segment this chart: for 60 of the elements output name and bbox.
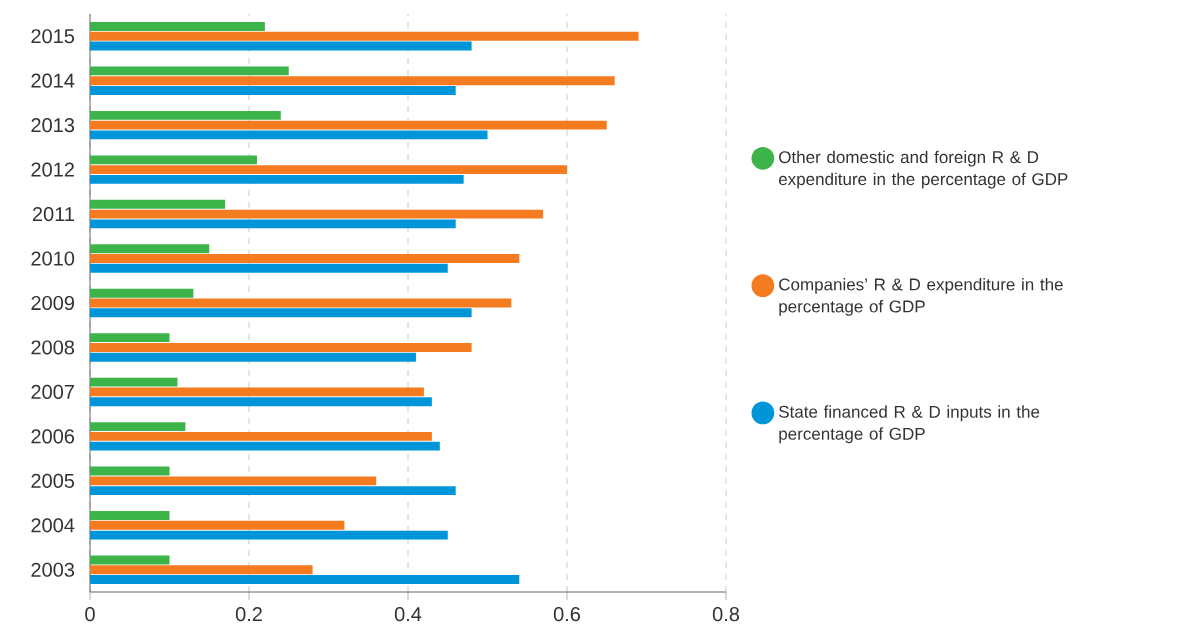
- bar: [90, 333, 170, 343]
- bar: [90, 155, 257, 165]
- y-tick-label: 2013: [31, 118, 75, 133]
- x-tick-label: 0.6: [553, 607, 581, 622]
- bar: [90, 41, 472, 51]
- bar: [90, 422, 186, 432]
- bar: [90, 397, 432, 407]
- legend-label: Companies’ R & D expenditure in the percentage of GDP: [779, 277, 1063, 316]
- bar: [90, 31, 639, 41]
- x-tick-label: 0.8: [712, 607, 740, 622]
- bar: [90, 575, 520, 584]
- y-tick-label: 2014: [31, 73, 75, 88]
- bar: [90, 530, 448, 540]
- bar: [90, 476, 377, 486]
- y-tick-label: 2007: [31, 384, 74, 399]
- bar: [90, 209, 544, 219]
- legend-label: State financed R & D inputs in the percentage of GDP: [779, 405, 1040, 444]
- bar: [90, 387, 424, 397]
- x-tick-label: 0.4: [394, 607, 422, 622]
- x-tick-label: 0: [85, 607, 95, 622]
- bar: [90, 555, 170, 565]
- bar: [90, 298, 512, 308]
- y-tick-label: 2003: [31, 562, 75, 577]
- bar: [90, 520, 345, 530]
- bar: [90, 431, 432, 441]
- y-tick-label: 2005: [31, 473, 75, 488]
- bar: [90, 110, 281, 120]
- bar: [90, 377, 178, 387]
- y-tick-label: 2012: [31, 162, 74, 177]
- y-tick-label: 2011: [32, 207, 74, 222]
- bar: [90, 199, 226, 209]
- bar: [90, 76, 615, 86]
- bar: [90, 120, 607, 130]
- y-tick-label: 2006: [31, 429, 75, 444]
- bar: [90, 565, 313, 575]
- bar: [90, 466, 170, 476]
- bar: [90, 288, 194, 298]
- y-tick-label: 2010: [31, 251, 75, 266]
- bar: [90, 343, 472, 352]
- x-tick-label: 0.2: [235, 607, 262, 622]
- bar: [90, 219, 456, 229]
- bar: [90, 486, 456, 496]
- bar: [90, 511, 170, 520]
- bar: [90, 66, 289, 76]
- bar: [90, 308, 472, 318]
- bar: [90, 130, 488, 140]
- bar: [90, 244, 210, 254]
- y-tick-label: 2004: [31, 518, 75, 533]
- bar: [90, 352, 416, 362]
- legend-label: Other domestic and foreign R & D expenditure in the percentage of GDP: [778, 150, 1068, 189]
- y-tick-label: 2008: [31, 340, 75, 355]
- bar: [90, 254, 520, 263]
- bar: [90, 263, 448, 273]
- bar: [90, 86, 456, 95]
- bar: [90, 174, 464, 184]
- bar: [90, 165, 567, 175]
- bar: [90, 22, 265, 31]
- y-tick-label: 2015: [31, 29, 75, 44]
- bar: [90, 441, 440, 451]
- y-tick-label: 2009: [31, 295, 74, 311]
